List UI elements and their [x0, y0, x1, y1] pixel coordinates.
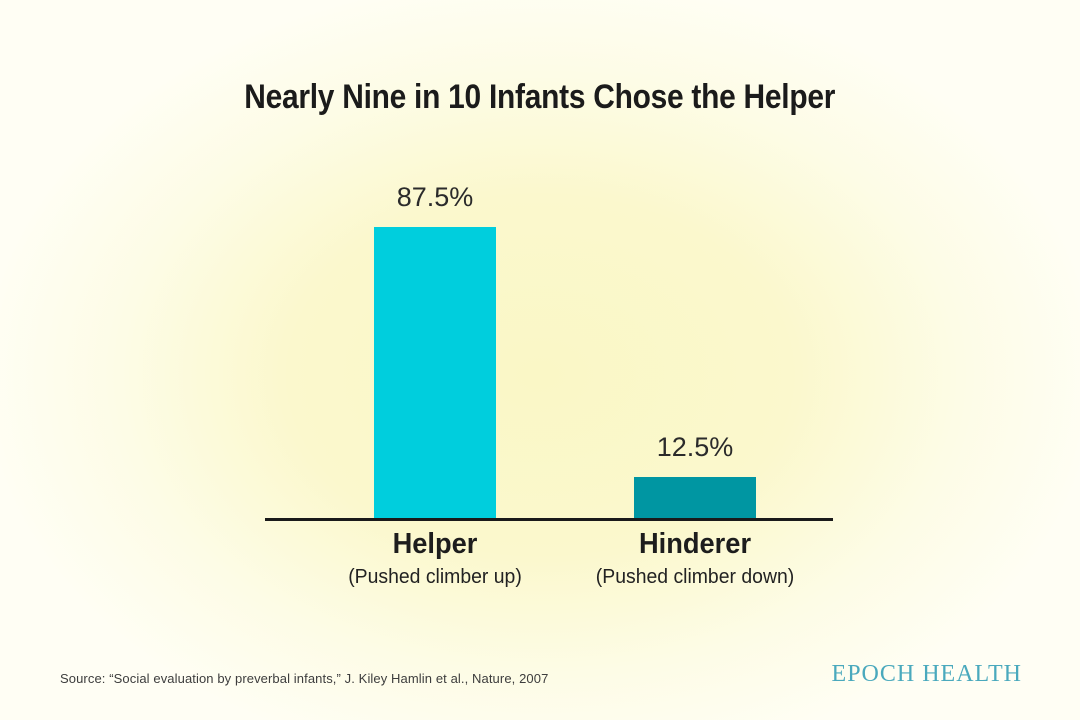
epoch-health-logo: EPOCH HEALTH — [831, 661, 1022, 687]
hinderer-bar — [634, 477, 756, 519]
hinderer-category-label: Hinderer — [638, 528, 752, 560]
chart-title: Nearly Nine in 10 Infants Chose the Help… — [244, 78, 836, 116]
hinderer-category-sublabel: (Pushed climber down) — [595, 566, 795, 588]
source-citation: Source: “Social evaluation by preverbal … — [60, 671, 549, 686]
helper-value-label: 87.5% — [396, 181, 474, 212]
x-axis-line — [265, 518, 833, 521]
chart-title-wrap: Nearly Nine in 10 Infants Chose the Help… — [0, 78, 1080, 117]
helper-bar — [374, 226, 496, 519]
bar-group-hinderer: 12.5% Hinderer (Pushed climber down) — [596, 180, 794, 588]
helper-category-label: Helper — [392, 528, 478, 560]
bar-group-helper: 87.5% Helper (Pushed climber up) — [348, 180, 522, 588]
hinderer-value-label: 12.5% — [656, 432, 734, 463]
bar-chart-plot-area: 87.5% Helper (Pushed climber up) 12.5% H… — [265, 180, 833, 588]
helper-category-sublabel: (Pushed climber up) — [348, 566, 522, 588]
